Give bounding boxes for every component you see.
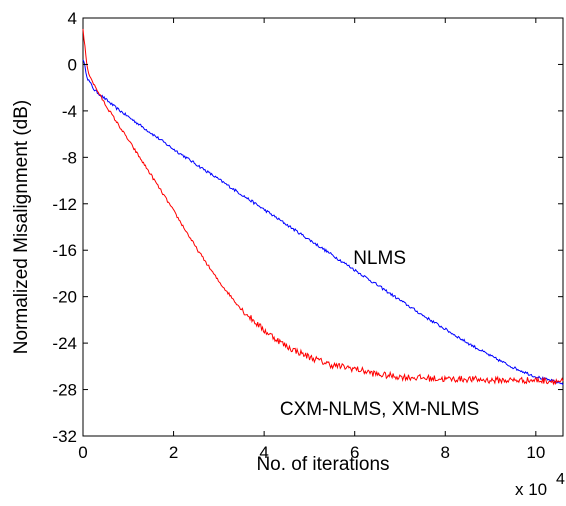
y-tick-label: -28	[52, 381, 77, 400]
series-line-1	[82, 28, 564, 386]
y-tick-label: -12	[52, 195, 77, 214]
x-axis-label: No. of iterations	[256, 454, 389, 475]
y-tick-label: -24	[52, 334, 77, 353]
series-line-0	[82, 59, 564, 386]
x-multiplier-label: x 10	[515, 480, 547, 499]
annotation-labels: NLMS CXM-NLMS, XM-NLMS	[280, 248, 480, 420]
axis-ticks: 0 2 4 6 8 10 4 0 -4 -8 -12 -16 -20 -24 -28 -32	[52, 9, 563, 462]
y-tick-label: -8	[62, 148, 77, 167]
y-tick-label: 4	[68, 9, 77, 28]
x-tick-label: 6	[350, 443, 359, 462]
x-tick-label: 0	[78, 443, 87, 462]
y-tick-label: -16	[52, 241, 77, 260]
annotation-label-0: NLMS	[353, 248, 406, 269]
plot-area-frame	[82, 17, 564, 437]
annotation-label-1: CXM-NLMS, XM-NLMS	[280, 399, 480, 420]
x-tick-label: 4	[259, 443, 268, 462]
y-axis-label: Normalized Misalignment (dB)	[11, 100, 32, 354]
x-tick-label: 10	[526, 443, 545, 462]
y-tick-label: -20	[52, 288, 77, 307]
y-tick-label: -4	[62, 102, 77, 121]
series-lines	[82, 28, 564, 386]
y-tick-label: 0	[68, 55, 77, 74]
y-tick-label: -32	[52, 427, 77, 446]
x-tick-label: 8	[441, 443, 450, 462]
x-tick-label: 2	[169, 443, 178, 462]
x-multiplier-exponent: 4	[556, 471, 565, 488]
